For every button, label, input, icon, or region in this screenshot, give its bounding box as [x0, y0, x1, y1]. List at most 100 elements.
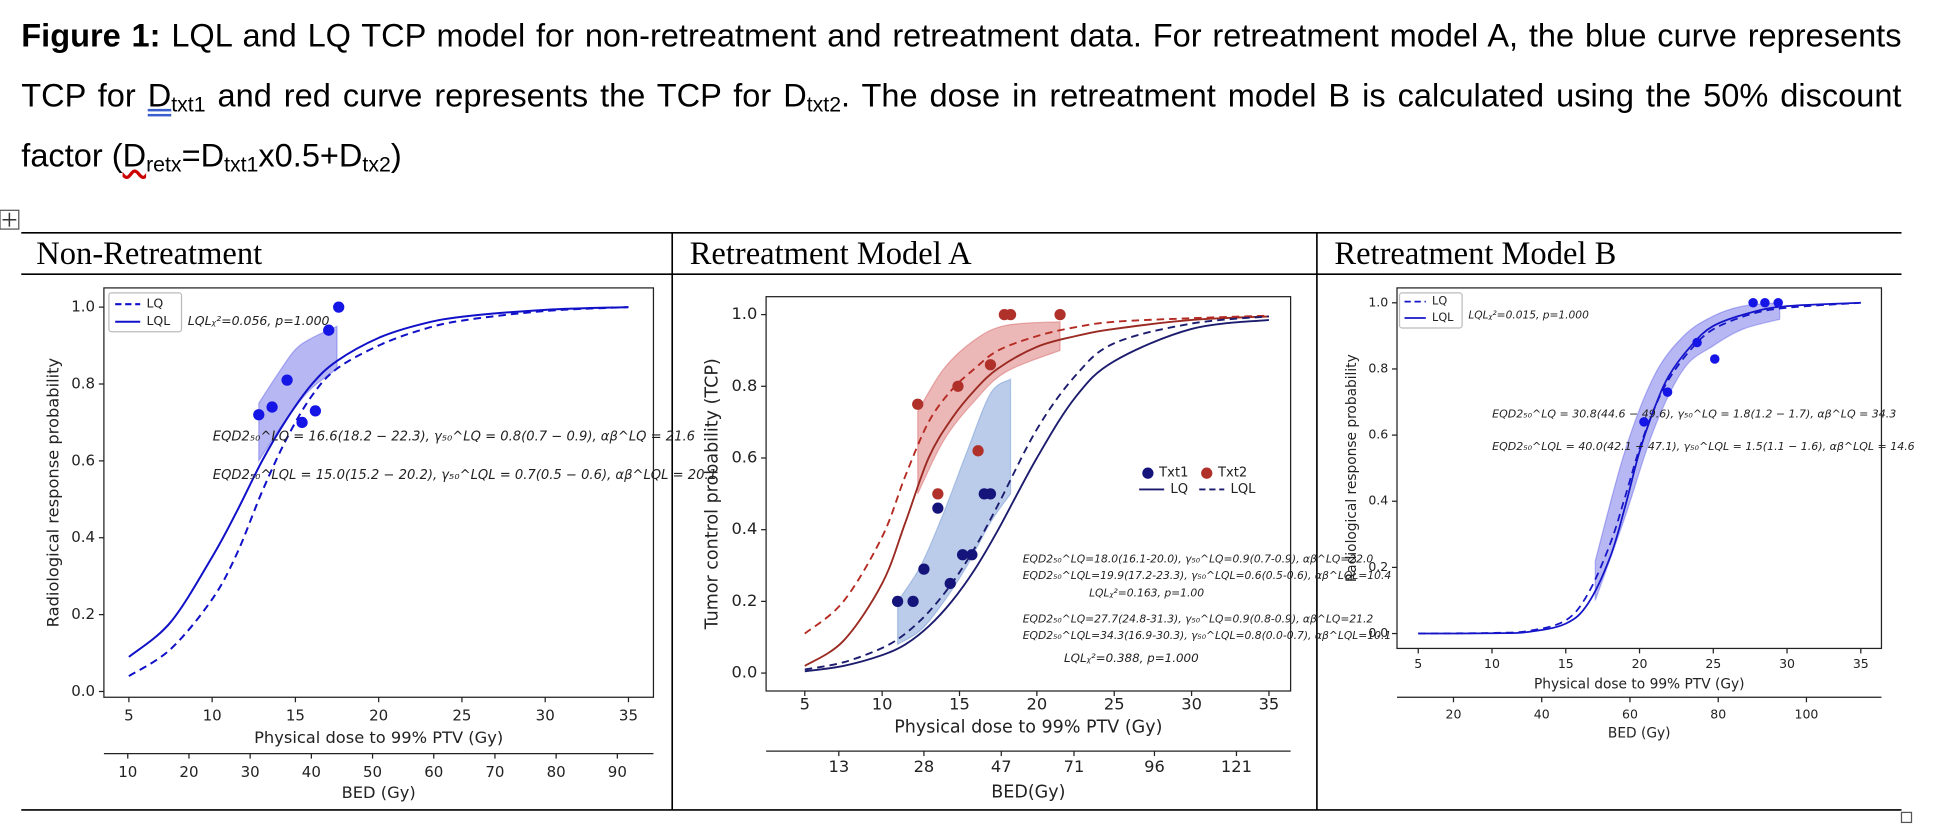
annotation: EQD2₅₀^LQ=27.7(24.8-31.3), γ₅₀^LQ=0.9(0.…: [1023, 613, 1374, 626]
x-tick-label: 15: [1558, 656, 1574, 671]
y-tick-label: 0.0: [731, 663, 757, 682]
column-header: Retreatment Model A: [690, 236, 972, 272]
bed-tick-label: 96: [1144, 757, 1165, 776]
model-curve: [128, 306, 629, 658]
y-tick-label: 0.6: [731, 447, 757, 466]
data-point: [984, 488, 997, 500]
table-borders: [21, 232, 1902, 811]
data-point: [1710, 354, 1720, 364]
y-tick-label: 0.2: [1368, 559, 1388, 574]
x-tick-label: 20: [1027, 694, 1048, 713]
model-curve: [804, 314, 1269, 635]
annotation: EQD2₅₀^LQL = 40.0(42.1 − 47.1), γ₅₀^LQL …: [1492, 440, 1915, 453]
x-tick-label: 25: [452, 707, 471, 725]
y-tick-label: 1.0: [71, 298, 95, 316]
data-point: [1639, 417, 1649, 427]
x-tick-label: 30: [536, 707, 555, 725]
confidence-band: [917, 321, 1061, 495]
y-tick-label: 1.0: [1368, 294, 1388, 309]
x-tick-label: 20: [1632, 656, 1648, 671]
column-header: Non-Retreatment: [36, 236, 262, 272]
x-tick-label: 5: [1414, 656, 1422, 671]
data-point: [266, 401, 278, 413]
chart: 0.0 0.2 0.4 0.6 0.8 1.0 5 10 15 20 25 30 35 Physical …: [43, 287, 717, 802]
data-point: [333, 301, 345, 313]
data-point: [972, 445, 984, 457]
caption-text: D: [122, 136, 147, 175]
data-point: [253, 409, 265, 421]
annotation: EQD2₅₀^LQL=19.9(17.2-23.3), γ₅₀^LQL=0.6(…: [1023, 569, 1392, 582]
legend-label: LQL: [146, 313, 170, 328]
data-point: [1004, 308, 1017, 321]
x-tick-label: 5: [124, 707, 134, 725]
chart: 0.0 0.2 0.4 0.6 0.8 1.0 5 10 15 20 25 30 35 Physical …: [702, 296, 1392, 802]
x-tick-label: 10: [872, 694, 893, 713]
figure-caption: Figure 1: LQL and LQ TCP model for non-r…: [21, 5, 1901, 185]
annotation: LQLᵪ²=0.056, p=1.000: [188, 313, 330, 328]
plot-frame: [103, 287, 655, 698]
x-tick-label: 10: [203, 707, 222, 725]
bed-tick-label: 28: [914, 757, 935, 776]
data-point: [984, 359, 997, 371]
bed-tick-label: 60: [424, 763, 443, 781]
x-tick-label: 20: [369, 707, 388, 725]
caption-text: . The dose in retreatment model B is cal…: [21, 76, 1902, 175]
data-point: [944, 577, 956, 590]
caption-subscript: retx: [146, 152, 182, 177]
bed-tick-label: 121: [1221, 757, 1252, 776]
y-tick-label: 0.6: [71, 451, 95, 469]
annotation: EQD2₅₀^LQ = 30.8(44.6 − 49.6), γ₅₀^LQ = …: [1492, 407, 1896, 420]
model-curve: [1418, 301, 1861, 635]
x-tick-label: 5: [800, 694, 810, 713]
bed-tick-label: 40: [1534, 706, 1550, 721]
table-resize-handle[interactable]: [1900, 811, 1913, 824]
bed-tick-label: 100: [1795, 706, 1819, 721]
plot-frame: [1396, 287, 1883, 650]
bed-tick-label: 80: [547, 763, 566, 781]
data-point: [1773, 298, 1783, 308]
legend-label: LQL: [1432, 311, 1454, 324]
bed-tick-label: 70: [485, 763, 504, 781]
caption-subscript: tx2: [362, 152, 391, 177]
y-tick-label: 0.2: [731, 591, 757, 610]
y-tick-label: 0.4: [71, 528, 95, 546]
y-axis-label: Radiological response probability: [1344, 354, 1360, 582]
chart: 0.0 0.2 0.4 0.6 0.8 1.0 5 10 15 20 25 30 35 Physical …: [1344, 287, 1915, 742]
x-tick-label: 35: [619, 707, 638, 725]
data-point: [281, 374, 293, 386]
annotation: EQD2₅₀^LQL=34.3(16.9-30.3), γ₅₀^LQL=0.8(…: [1023, 629, 1392, 642]
caption-text: LQL and LQ TCP model for non-retreatment…: [21, 16, 1902, 114]
bed-tick-label: 50: [363, 763, 382, 781]
bed-tick-label: 47: [991, 757, 1012, 776]
bed-axis-label: BED (Gy): [1608, 726, 1671, 742]
table-move-handle[interactable]: [0, 209, 20, 230]
x-tick-label: 35: [1259, 694, 1280, 713]
data-point: [932, 502, 944, 514]
data-point: [966, 549, 978, 561]
caption-text: D: [147, 76, 172, 114]
data-point: [932, 488, 944, 500]
y-tick-label: 0.8: [71, 375, 95, 393]
data-point: [952, 380, 964, 392]
y-tick-label: 0.8: [731, 376, 757, 395]
data-point: [891, 595, 904, 608]
data-point: [912, 398, 924, 410]
model-curve: [128, 306, 629, 677]
bed-tick-label: 40: [302, 763, 321, 781]
caption-label: Figure 1:: [21, 16, 161, 54]
bed-tick-label: 80: [1710, 706, 1726, 721]
caption-text: =D: [181, 136, 225, 175]
legend-marker: [1142, 467, 1154, 479]
y-axis-label: Radiological response probability: [43, 357, 62, 627]
caption-text: Dretx: [122, 136, 182, 177]
legend-label: Txt1: [1158, 466, 1188, 481]
annotation: EQD2₅₀^LQ=18.0(16.1-20.0), γ₅₀^LQ=0.9(0.…: [1023, 553, 1374, 566]
legend-label: Txt2: [1217, 466, 1247, 481]
bed-tick-label: 60: [1622, 706, 1638, 721]
x-axis-label: Physical dose to 99% PTV (Gy): [894, 717, 1162, 737]
y-tick-label: 0.0: [1368, 625, 1388, 640]
data-point: [309, 405, 322, 417]
caption-text: Dtxt1: [147, 76, 206, 115]
legend-marker: [1201, 467, 1213, 479]
